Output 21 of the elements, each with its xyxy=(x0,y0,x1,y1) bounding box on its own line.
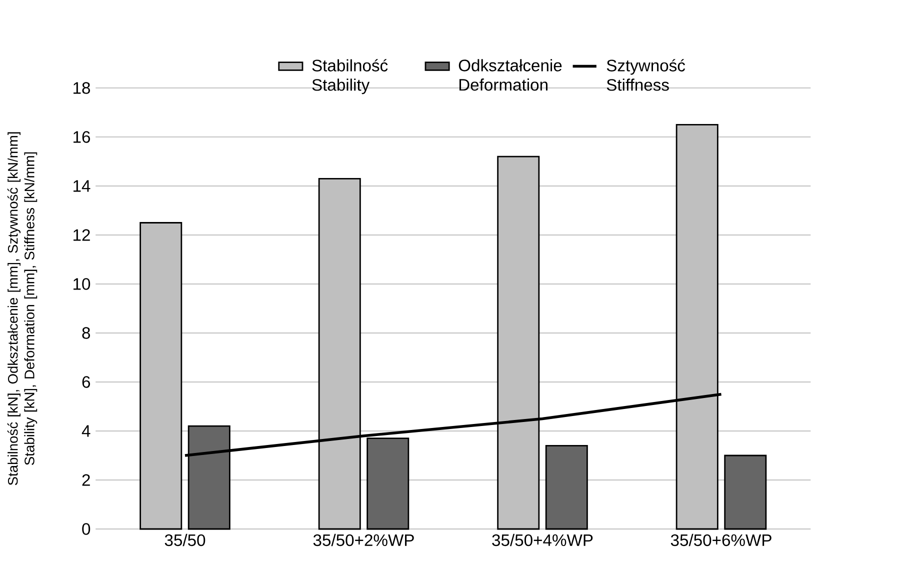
bar xyxy=(140,222,182,530)
y-tick-label: 10 xyxy=(74,278,90,290)
y-tick-label: 0 xyxy=(82,523,90,535)
x-tick-label: 35/50+4%WP xyxy=(492,534,593,546)
bar xyxy=(724,454,767,530)
y-tick-label: 6 xyxy=(82,376,90,388)
y-axis-title: Stabilność [kN], Odkształcenie [mm], Sztywność [kN/mm] Stability [kN], Deformation [mm], Stiffness [kN/mm] xyxy=(7,132,38,486)
y-tick-label: 2 xyxy=(82,474,90,486)
y-tick-label: 18 xyxy=(74,82,90,94)
y-tick-label: 14 xyxy=(74,180,90,192)
legend-label: Stabilność Stability xyxy=(312,59,388,94)
legend-label: Odkształcenie Deformation xyxy=(458,59,562,91)
y-tick-label: 8 xyxy=(82,327,90,339)
legend-label: Sztywność Stiffness xyxy=(606,59,686,91)
x-tick-label: 35/50+2%WP xyxy=(313,534,414,546)
y-tick-label: 12 xyxy=(74,229,90,241)
y-tick-label: 4 xyxy=(82,425,90,437)
bar xyxy=(545,445,588,530)
x-tick-label: 35/50 xyxy=(164,534,206,546)
x-tick-label: 35/50+6%WP xyxy=(670,534,772,546)
y-tick-label: 16 xyxy=(74,131,90,143)
